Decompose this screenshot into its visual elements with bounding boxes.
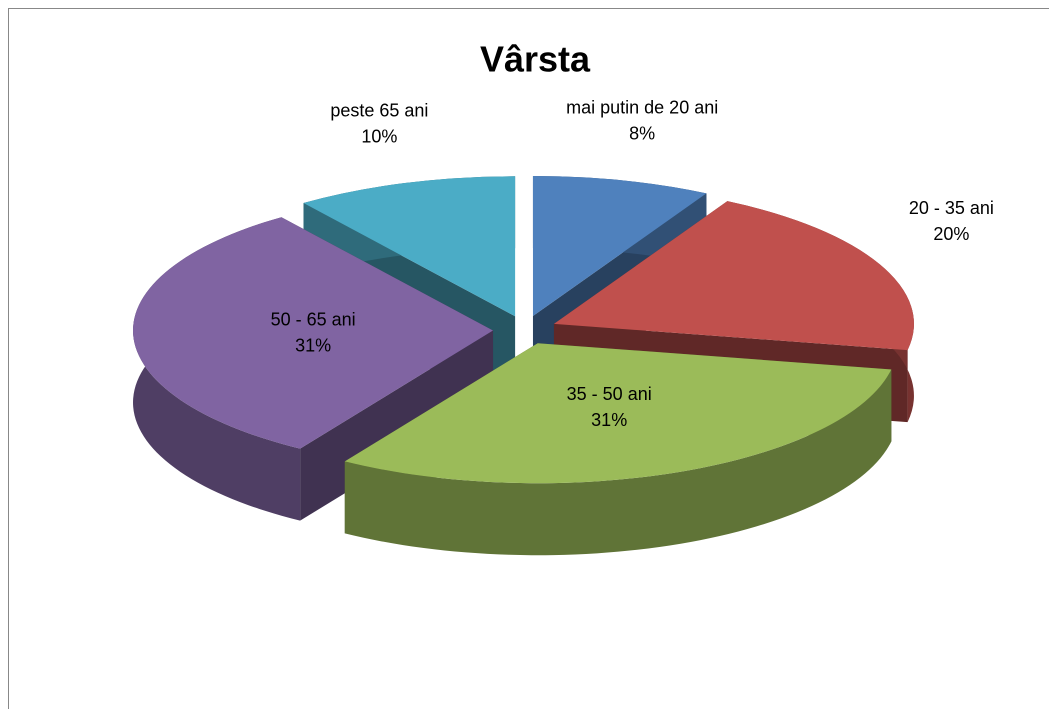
slice-top bbox=[133, 217, 494, 449]
value-label: 31% bbox=[295, 335, 331, 355]
category-label: 20 - 35 ani bbox=[909, 198, 994, 218]
slice-top bbox=[532, 176, 707, 317]
value-label: 10% bbox=[361, 127, 397, 147]
category-label: 50 - 65 ani bbox=[271, 309, 356, 329]
slice bbox=[553, 201, 914, 423]
category-label: peste 65 ani bbox=[330, 101, 428, 121]
value-label: 8% bbox=[629, 123, 655, 143]
slice-top bbox=[303, 176, 516, 317]
chart-frame bbox=[8, 8, 1049, 709]
chart-title: Vârsta bbox=[480, 39, 591, 80]
value-label: 20% bbox=[933, 224, 969, 244]
value-label: 31% bbox=[591, 410, 627, 430]
slice-wall bbox=[344, 369, 892, 556]
slice-top bbox=[553, 201, 914, 351]
slice-top bbox=[344, 343, 892, 484]
category-label: mai putin de 20 ani bbox=[566, 97, 718, 117]
category-label: 35 - 50 ani bbox=[567, 384, 652, 404]
slice bbox=[344, 343, 892, 556]
